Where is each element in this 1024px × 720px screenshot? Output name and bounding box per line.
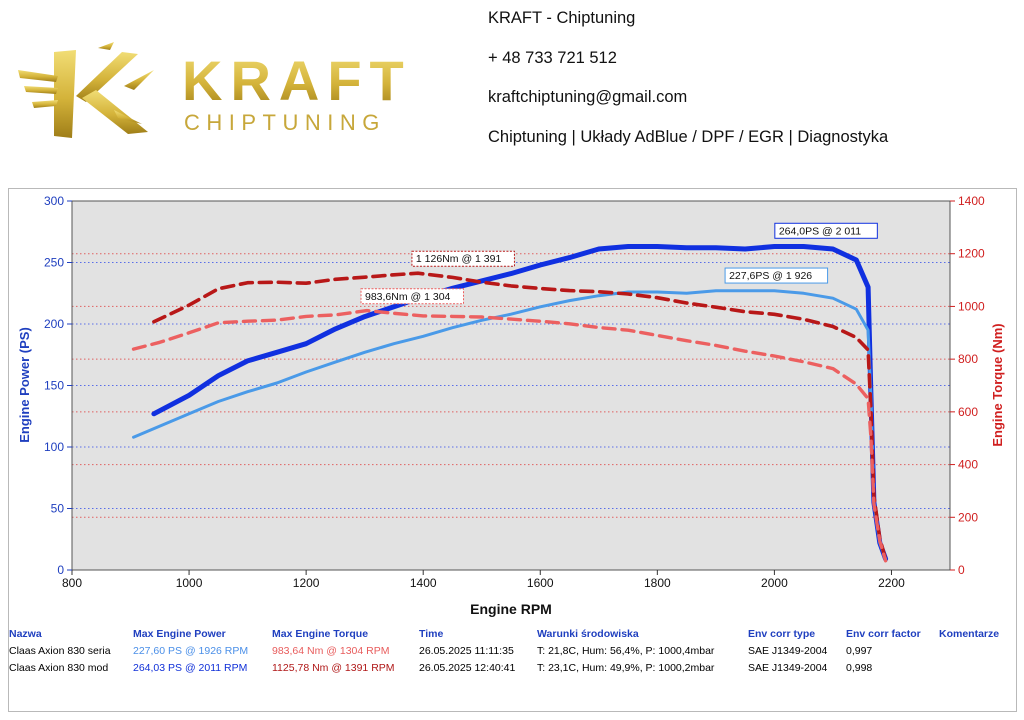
table-row[interactable]: Claas Axion 830 seria 227,60 PS @ 1926 R… [9,643,1009,660]
y-left-tick-label: 0 [57,563,64,577]
y-right-tick-label: 1000 [958,299,985,313]
y-left-tick-label: 50 [51,502,65,516]
contact-info: KRAFT - Chiptuning + 48 733 721 512 kraf… [488,8,888,166]
x-tick-label: 1600 [527,576,554,590]
annotation-label: 983,6Nm @ 1 304 [365,291,451,303]
y-right-tick-label: 800 [958,352,978,366]
header-power: Max Engine Power [133,628,226,640]
row-corr-type: SAE J1349-2004 [748,662,828,674]
header-corr-factor: Env corr factor [846,628,921,640]
series-line-power-mod [151,244,889,562]
phone-number: + 48 733 721 512 [488,48,617,67]
row-name: Claas Axion 830 seria [9,645,111,657]
series-line-torque-mod [152,271,888,562]
annotation-label: 227,6PS @ 1 926 [729,270,812,282]
axis-layer: 800 1000 1200 1400 1600 1800 2000 2200050100150… [44,194,985,590]
header-corr-type: Env corr type [748,628,816,640]
annotation-layer: 264,0PS @ 2 011 227,6PS @ 1 926 1 126Nm @ … [360,222,878,305]
x-tick-label: 1200 [293,576,320,590]
dyno-chart: 264,0PS @ 2 011 227,6PS @ 1 926 1 126Nm @ … [17,194,1005,617]
header-torque: Max Engine Torque [272,628,369,640]
row-corr-type: SAE J1349-2004 [748,645,828,657]
x-tick-label: 800 [62,576,82,590]
annotation-torque-stock: 983,6Nm @ 1 304 [360,288,465,305]
logo-subtext: CHIPTUNING [184,110,386,135]
y-left-tick-label: 100 [44,440,64,454]
y-left-tick-label: 200 [44,317,64,331]
x-tick-label: 2000 [761,576,788,590]
y-right-tick-label: 0 [958,563,965,577]
annotation-box [774,222,878,239]
annotation-torque-mod: 1 126Nm @ 1 391 [411,250,515,267]
email-address: kraftchiptuning@gmail.com [488,88,688,106]
k-emblem-icon [18,42,154,138]
row-torque: 1125,78 Nm @ 1391 RPM [272,662,395,674]
x-tick-label: 1000 [176,576,203,590]
annotation-label: 264,0PS @ 2 011 [779,225,861,237]
annotation-box [360,288,465,305]
x-tick-label: 1400 [410,576,437,590]
row-env: T: 23,1C, Hum: 49,9%, P: 1000,2mbar [537,662,715,674]
y-left-tick-label: 150 [44,379,64,393]
y-right-tick-label: 600 [958,405,978,419]
y-right-tick-label: 200 [958,510,978,524]
y-left-tick-label: 250 [44,256,64,270]
row-corr-factor: 0,997 [846,645,873,657]
row-power: 264,03 PS @ 2011 RPM [133,662,248,674]
annotation-power-stock: 227,6PS @ 1 926 [724,267,829,284]
y-right-tick-label: 1200 [958,247,985,261]
table-row[interactable]: Claas Axion 830 mod 264,03 PS @ 2011 RPM… [9,660,1009,677]
annotation-box [411,250,515,267]
annotation-power-mod: 264,0PS @ 2 011 [774,222,878,239]
dyno-chart-panel: 264,0PS @ 2 011 227,6PS @ 1 926 1 126Nm @ … [8,188,1017,712]
y-right-tick-label: 1400 [958,194,985,208]
row-env: T: 21,8C, Hum: 56,4%, P: 1000,4mbar [537,645,715,657]
header-env: Warunki środowiska [537,628,639,640]
header-comments: Komentarze [939,628,1000,640]
row-power: 227,60 PS @ 1926 RPM [133,645,249,657]
x-axis-label: Engine RPM [470,601,552,617]
header-time: Time [419,628,444,640]
series-line-power-stock [132,289,888,561]
y-axis-left-label: Engine Power (PS) [17,327,32,443]
company-name: KRAFT - Chiptuning [488,9,636,27]
table-header: Nazwa Max Engine Power Max Engine Torque… [9,626,1009,643]
y-axis-right-label: Engine Torque (Nm) [990,323,1005,446]
row-torque: 983,64 Nm @ 1304 RPM [272,645,390,657]
annotation-box [724,267,829,284]
logo-text: KRAFT [182,49,412,112]
y-right-tick-label: 400 [958,458,978,472]
row-time: 26.05.2025 11:11:35 [419,645,514,657]
x-tick-label: 2200 [878,576,905,590]
results-table: Nazwa Max Engine Power Max Engine Torque… [9,626,1009,677]
kraft-chiptuning-logo: KRAFT CHIPTUNING [18,42,412,138]
x-tick-label: 1800 [644,576,671,590]
row-name: Claas Axion 830 mod [9,662,109,674]
row-corr-factor: 0,998 [846,662,873,674]
y-left-tick-label: 300 [44,194,64,208]
row-time: 26.05.2025 12:40:41 [419,662,516,674]
services-list: Chiptuning | Układy AdBlue / DPF / EGR |… [488,127,889,146]
series-line-torque-stock [131,308,888,563]
series-layer [131,244,889,563]
header-name: Nazwa [9,628,42,640]
annotation-label: 1 126Nm @ 1 391 [416,253,502,265]
